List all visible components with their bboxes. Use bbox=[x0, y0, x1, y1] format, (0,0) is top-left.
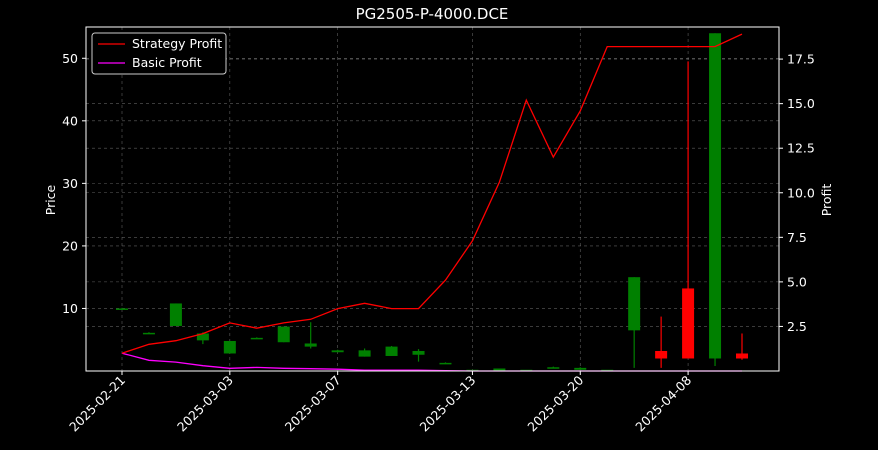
candle-body-8 bbox=[331, 350, 344, 353]
legend-box bbox=[91, 32, 227, 75]
candle-10 bbox=[385, 345, 398, 356]
left-axis-ticks: 10 20 30 40 50 bbox=[62, 51, 86, 316]
candle-19 bbox=[628, 277, 641, 368]
y2-axis-label: Profit bbox=[819, 184, 834, 217]
candle-body-9 bbox=[358, 350, 371, 357]
candle-body-1 bbox=[142, 332, 155, 335]
y-tick-label-4: 50 bbox=[62, 51, 78, 66]
candle-22 bbox=[709, 33, 722, 366]
candle-8 bbox=[331, 349, 344, 353]
candle-body-6 bbox=[277, 326, 290, 343]
candle-6 bbox=[277, 326, 290, 343]
candle-body-22 bbox=[709, 33, 722, 359]
candle-body-19 bbox=[628, 277, 641, 331]
candle-5 bbox=[250, 337, 263, 340]
candle-12 bbox=[439, 362, 452, 365]
candle-11 bbox=[412, 349, 425, 362]
candle-body-12 bbox=[439, 362, 452, 365]
candle-16 bbox=[547, 366, 560, 369]
candle-4 bbox=[223, 340, 236, 354]
legend-label-basic: Basic Profit bbox=[132, 55, 202, 70]
candle-body-20 bbox=[655, 350, 668, 359]
legend: Strategy Profit Basic Profit bbox=[91, 32, 227, 75]
plot-frame bbox=[85, 26, 780, 372]
candle-0 bbox=[116, 307, 128, 310]
y2-tick-label-3: 10.0 bbox=[787, 185, 815, 200]
right-axis-ticks: 2.5 5.0 7.5 10.0 12.5 15.0 17.5 bbox=[779, 52, 815, 334]
legend-label-strategy: Strategy Profit bbox=[132, 36, 222, 51]
y-tick-label-0: 10 bbox=[62, 301, 78, 316]
y-tick-label-2: 30 bbox=[62, 176, 78, 191]
candle-body-21 bbox=[682, 288, 695, 359]
y2-tick-label-4: 12.5 bbox=[787, 141, 815, 156]
candle-17 bbox=[574, 367, 587, 370]
y-axis-label: Price bbox=[43, 184, 58, 215]
y-tick-label-3: 40 bbox=[62, 113, 78, 128]
candle-7 bbox=[304, 322, 317, 349]
candle-body-5 bbox=[250, 337, 263, 340]
y2-tick-label-1: 5.0 bbox=[787, 274, 807, 289]
y2-tick-label-2: 7.5 bbox=[787, 230, 807, 245]
y-tick-label-1: 20 bbox=[62, 238, 78, 253]
candle-2 bbox=[169, 303, 182, 326]
y2-tick-label-0: 2.5 bbox=[787, 319, 807, 334]
strategy-profit-line bbox=[121, 33, 743, 354]
candle-23 bbox=[736, 333, 748, 360]
y2-tick-label-5: 15.0 bbox=[787, 96, 815, 111]
y2-tick-label-6: 17.5 bbox=[787, 52, 815, 67]
candle-1 bbox=[142, 332, 155, 335]
candle-20 bbox=[655, 316, 668, 368]
candle-body-16 bbox=[547, 367, 560, 369]
candle-9 bbox=[358, 348, 371, 357]
candle-body-4 bbox=[223, 340, 236, 354]
chart-title: PG2505-P-4000.DCE bbox=[356, 5, 509, 23]
candle-body-23 bbox=[736, 353, 748, 359]
candle-body-3 bbox=[196, 333, 209, 341]
grid-lines bbox=[86, 27, 779, 371]
candle-body-7 bbox=[304, 343, 317, 347]
candle-body-0 bbox=[116, 308, 128, 310]
candles bbox=[116, 33, 748, 372]
candle-body-10 bbox=[385, 346, 398, 356]
candle-body-2 bbox=[169, 303, 182, 326]
candle-21 bbox=[682, 61, 695, 359]
candle-body-11 bbox=[412, 350, 425, 355]
candle-body-14 bbox=[493, 368, 506, 371]
candle-body-17 bbox=[574, 367, 587, 370]
